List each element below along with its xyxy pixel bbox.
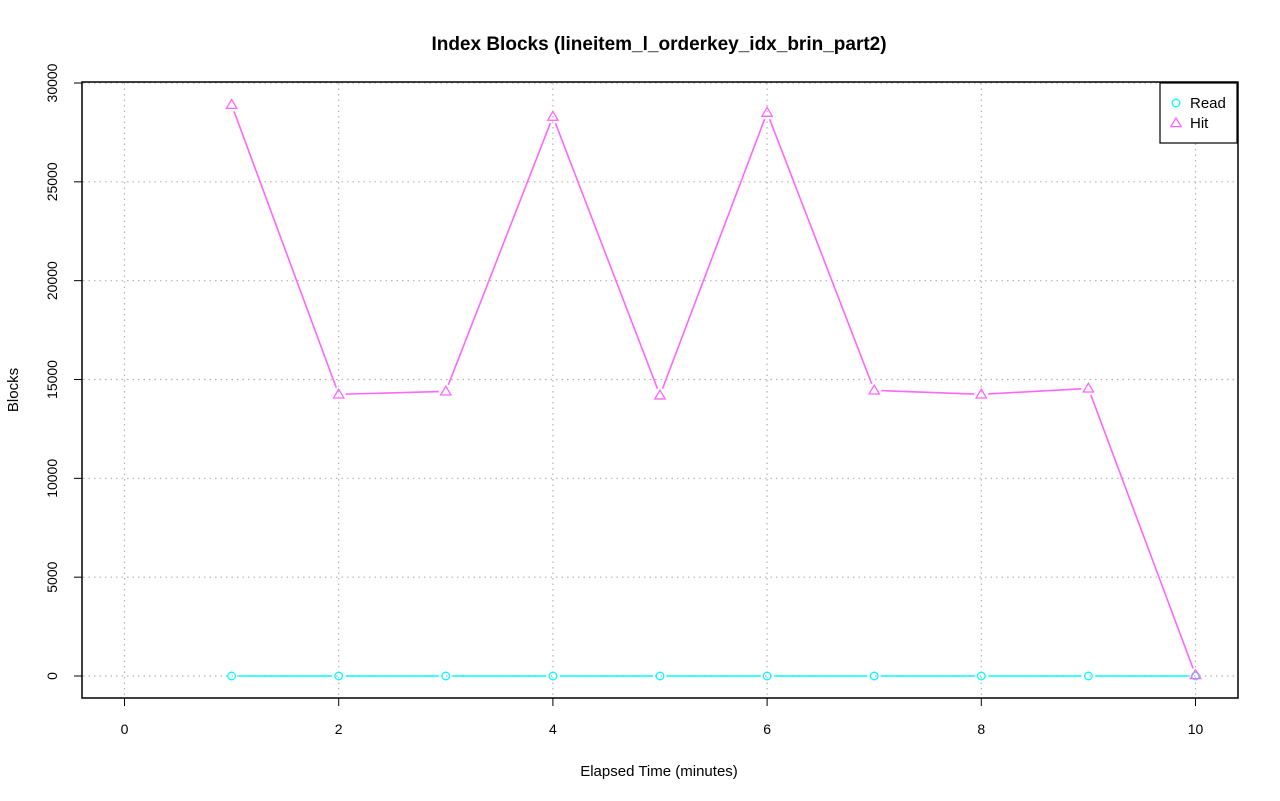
y-tick-label: 0 [44, 672, 60, 680]
data-point [869, 671, 879, 681]
data-point [441, 671, 451, 681]
x-tick-label: 6 [763, 721, 771, 737]
y-tick-label: 25000 [44, 162, 60, 201]
data-point [332, 387, 346, 399]
y-tick-label: 15000 [44, 360, 60, 399]
data-point [867, 383, 881, 395]
y-tick-label: 5000 [44, 561, 60, 592]
y-tick-label: 10000 [44, 459, 60, 498]
y-axis: 0 5000 10000 15000 20000 25000 30000 [44, 63, 82, 680]
y-tick-label: 30000 [44, 63, 60, 102]
series-read [227, 671, 1200, 681]
series-line-segment [768, 118, 873, 385]
data-point [974, 387, 988, 399]
x-tick-label: 0 [121, 721, 129, 737]
legend-label-hit: Hit [1190, 115, 1209, 132]
legend-marker-read [1171, 98, 1181, 108]
y-axis-label: Blocks [5, 368, 22, 412]
x-axis: 0 2 4 6 8 10 [121, 698, 1204, 737]
data-point [548, 671, 558, 681]
plot-frame [81, 81, 1239, 699]
series-line-segment [233, 111, 338, 389]
series-line-segment [661, 118, 766, 390]
data-point [546, 110, 560, 121]
grid [83, 82, 1237, 697]
data-point [655, 671, 665, 681]
data-point [1189, 668, 1202, 680]
data-point [1082, 381, 1095, 393]
series-hit [225, 98, 1202, 680]
data-point [653, 388, 667, 400]
data-point [225, 98, 238, 110]
x-axis-label: Elapsed Time (minutes) [580, 763, 738, 780]
series-line-segment [881, 389, 975, 395]
data-point [439, 384, 453, 396]
series-line-segment [1090, 394, 1194, 669]
series-line-segment [345, 390, 439, 395]
data-point [227, 671, 237, 681]
legend-box [1159, 82, 1238, 144]
series-line-segment [554, 122, 659, 390]
data-point [760, 106, 774, 117]
series-line-segment [447, 122, 552, 386]
data-point [762, 671, 772, 681]
chart-title: Index Blocks (lineitem_l_orderkey_idx_br… [431, 34, 886, 55]
legend-label-read: Read [1190, 95, 1226, 112]
data-point [976, 671, 986, 681]
legend: Read Hit [1159, 82, 1238, 144]
legend-marker-hit [1169, 116, 1183, 128]
y-tick-label: 20000 [44, 261, 60, 300]
x-tick-label: 2 [335, 721, 343, 737]
series-line-segment [988, 387, 1082, 395]
x-tick-label: 4 [549, 721, 557, 737]
data-point [334, 671, 344, 681]
data-point [1083, 671, 1093, 681]
series-layer [225, 98, 1202, 681]
x-tick-label: 10 [1188, 721, 1204, 737]
x-tick-label: 8 [977, 721, 985, 737]
